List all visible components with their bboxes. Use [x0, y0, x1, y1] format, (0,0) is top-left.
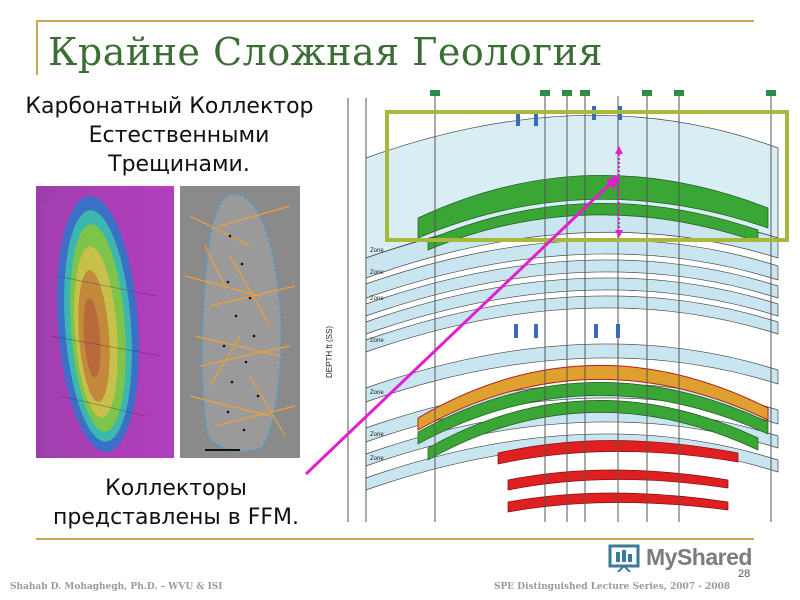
caption-ffm-reservoirs: Коллекторы представлены в FFM.: [52, 476, 300, 530]
zone-label: Zone: [370, 456, 384, 462]
frame-left-line: [36, 20, 38, 75]
presentation-board-icon: [608, 544, 640, 572]
zone-label: Zone: [370, 296, 384, 302]
footer-author: Shahab D. Mohaghegh, Ph.D. – WVU & ISI: [10, 582, 223, 592]
zone-label: Zone: [370, 248, 384, 254]
structure-map-image: [36, 186, 174, 458]
slide-title: Крайне Сложная Геология: [48, 30, 603, 74]
zone-label: Zone: [370, 270, 384, 276]
geologic-cross-section: DEPTH ft (SS): [318, 88, 780, 522]
page-number: 28: [738, 568, 751, 580]
zone-label: Zone: [370, 338, 384, 344]
frame-top-line: [36, 20, 754, 22]
footer-series: SPE Distinguished Lecture Series, 2007 -…: [494, 582, 731, 592]
depth-axis-label: DEPTH ft (SS): [325, 326, 334, 378]
fracture-map-image: [180, 186, 300, 458]
well-icons: [430, 90, 776, 96]
caption-carbonate-reservoir: Карбонатный Коллектор с Естественными Тр…: [25, 94, 333, 177]
zone-label: Zone: [370, 390, 384, 396]
logo-text: MyShared: [646, 544, 752, 570]
zone-label: Zone: [370, 432, 384, 438]
frame-bottom-line: [36, 538, 754, 540]
